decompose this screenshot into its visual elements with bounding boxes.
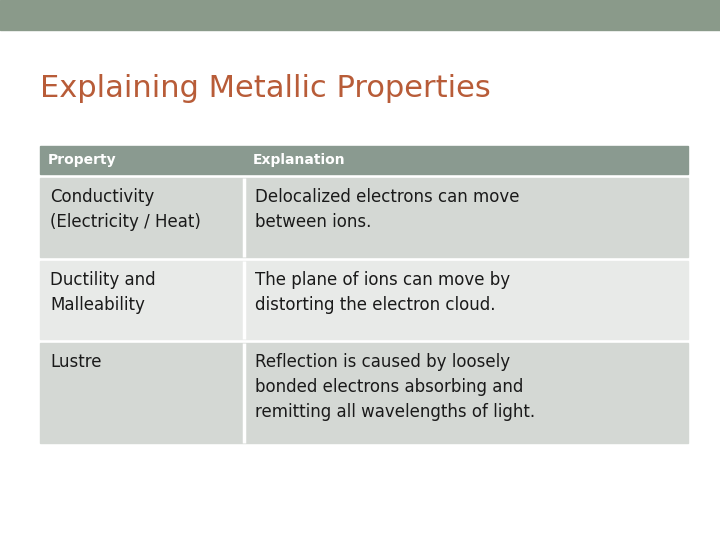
Text: The plane of ions can move by
distorting the electron cloud.: The plane of ions can move by distorting… [255,271,510,314]
Text: Delocalized electrons can move
between ions.: Delocalized electrons can move between i… [255,188,519,231]
Text: Explaining Metallic Properties: Explaining Metallic Properties [40,73,490,103]
Text: Reflection is caused by loosely
bonded electrons absorbing and
remitting all wav: Reflection is caused by loosely bonded e… [255,353,535,421]
Text: Explanation: Explanation [252,153,345,167]
Bar [40,343,688,443]
Text: Conductivity
(Electricity / Heat): Conductivity (Electricity / Heat) [50,188,202,231]
Text: Ductility and
Malleability: Ductility and Malleability [50,271,156,314]
Text: Lustre: Lustre [50,353,102,371]
Bar [40,261,688,339]
Bar [0,0,720,30]
Text: Property: Property [48,153,117,167]
Bar [40,146,688,174]
Bar [40,178,688,256]
